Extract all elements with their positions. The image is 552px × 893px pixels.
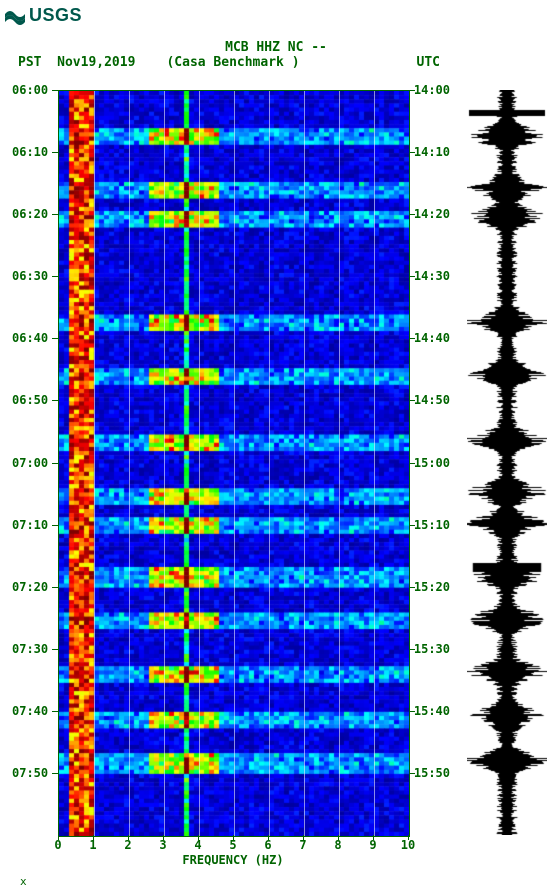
left-tick: 06:10 — [12, 145, 48, 159]
left-tick: 07:00 — [12, 456, 48, 470]
station-id: MCB HHZ NC -- — [0, 40, 552, 55]
x-tick: 10 — [401, 838, 415, 852]
x-tick: 1 — [89, 838, 96, 852]
right-tick: 15:30 — [414, 642, 450, 656]
right-tick: 15:10 — [414, 518, 450, 532]
left-tick: 06:50 — [12, 393, 48, 407]
right-timezone-label: UTC — [417, 55, 440, 70]
station-name: (Casa Benchmark ) — [0, 55, 466, 70]
left-tick: 07:50 — [12, 766, 48, 780]
left-tick: 07:30 — [12, 642, 48, 656]
waveform-canvas — [467, 90, 547, 835]
wave-icon — [5, 6, 25, 26]
x-tick: 3 — [159, 838, 166, 852]
x-tick: 6 — [264, 838, 271, 852]
left-tick: 07:20 — [12, 580, 48, 594]
left-tick: 06:30 — [12, 269, 48, 283]
right-tick: 15:20 — [414, 580, 450, 594]
waveform-strip — [467, 90, 547, 835]
right-tick: 14:30 — [414, 269, 450, 283]
right-tick: 14:00 — [414, 83, 450, 97]
right-tick: 14:10 — [414, 145, 450, 159]
spectrogram-plot — [58, 90, 410, 837]
x-tick: 4 — [194, 838, 201, 852]
chart-header: MCB HHZ NC -- — [0, 40, 552, 55]
right-tick: 14:20 — [414, 207, 450, 221]
left-tick: 06:40 — [12, 331, 48, 345]
x-tick: 8 — [334, 838, 341, 852]
left-tick: 06:00 — [12, 83, 48, 97]
left-tick: 07:10 — [12, 518, 48, 532]
right-tick: 14:40 — [414, 331, 450, 345]
x-tick: 0 — [54, 838, 61, 852]
right-tick: 15:50 — [414, 766, 450, 780]
x-tick: 7 — [299, 838, 306, 852]
x-tick: 2 — [124, 838, 131, 852]
logo-text: USGS — [29, 5, 82, 26]
right-tick: 14:50 — [414, 393, 450, 407]
left-tick: 06:20 — [12, 207, 48, 221]
x-tick: 5 — [229, 838, 236, 852]
right-tick: 15:00 — [414, 456, 450, 470]
footer-mark: x — [20, 875, 27, 888]
usgs-logo: USGS — [5, 5, 82, 26]
right-tick: 15:40 — [414, 704, 450, 718]
left-tick: 07:40 — [12, 704, 48, 718]
x-tick: 9 — [369, 838, 376, 852]
x-axis-label: FREQUENCY (HZ) — [0, 853, 466, 867]
